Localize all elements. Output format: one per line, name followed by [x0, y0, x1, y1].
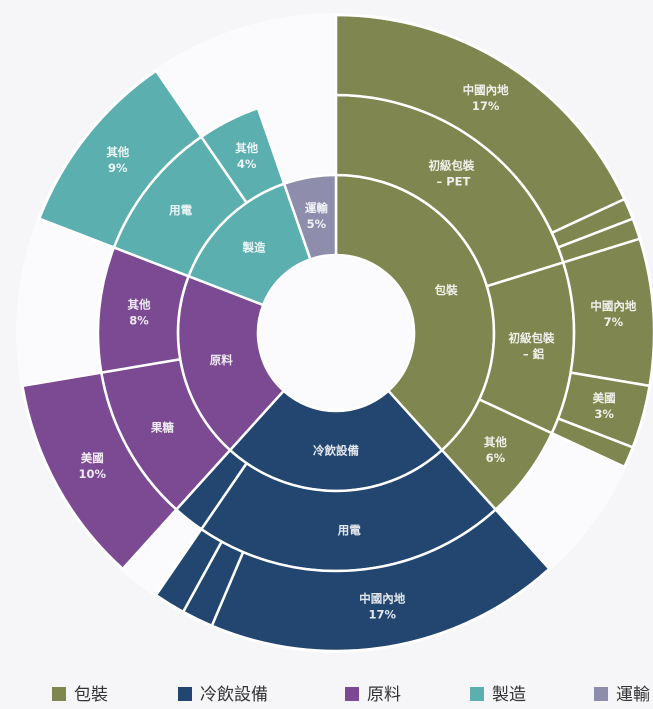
- legend-label: 包裝: [74, 685, 108, 705]
- legend-label: 運輸: [616, 685, 650, 705]
- segment-label: 中國內地: [590, 299, 636, 313]
- segment-label: 初級包裝 – PET: [428, 158, 478, 188]
- legend-swatch: [52, 687, 66, 701]
- legend-swatch: [470, 687, 484, 701]
- segment-label: 中國內地: [359, 592, 405, 606]
- legend-label: 冷飲設備: [200, 685, 268, 705]
- segment-label: 美國: [593, 391, 616, 405]
- segment-value-label: 5%: [307, 217, 327, 231]
- segment-label: 用電: [337, 523, 361, 537]
- segment: [37, 69, 204, 250]
- legend-swatch: [345, 687, 359, 701]
- segment-label: 包裝: [434, 283, 458, 297]
- segment: [282, 173, 338, 261]
- segment-label: 果糖: [150, 421, 174, 435]
- segment-value-label: 17%: [368, 608, 396, 622]
- segment-value-label: 8%: [129, 314, 149, 328]
- segment-label: 原料: [210, 353, 233, 367]
- segment-label: 美國: [81, 451, 104, 465]
- segment-value-label: 4%: [237, 157, 257, 171]
- segment-value-label: 3%: [594, 407, 614, 421]
- segment-label: 製造: [241, 241, 265, 255]
- segment-label: 其他: [127, 298, 150, 312]
- segment: [20, 371, 179, 571]
- segment-label: 用電: [168, 203, 192, 217]
- legend-swatch: [594, 687, 608, 701]
- segment-label: 其他: [106, 145, 129, 159]
- segment-value-label: 17%: [472, 99, 500, 113]
- segment-label: 其他: [484, 435, 507, 449]
- legend-label: 製造: [492, 685, 526, 705]
- segment-label: 運輸: [305, 201, 328, 215]
- segment-value-label: 6%: [486, 451, 506, 465]
- segment-value-label: 10%: [78, 467, 106, 481]
- segment-label: 其他: [235, 141, 258, 155]
- legend-swatch: [178, 687, 192, 701]
- segment-value-label: 7%: [604, 315, 624, 329]
- segment-value-label: 9%: [108, 161, 128, 175]
- segment-label: 冷飲設備: [313, 444, 359, 458]
- segment-label: 中國內地: [463, 83, 509, 97]
- segment-label: 初級包裝 – 鋁: [509, 331, 559, 361]
- legend-label: 原料: [367, 685, 401, 705]
